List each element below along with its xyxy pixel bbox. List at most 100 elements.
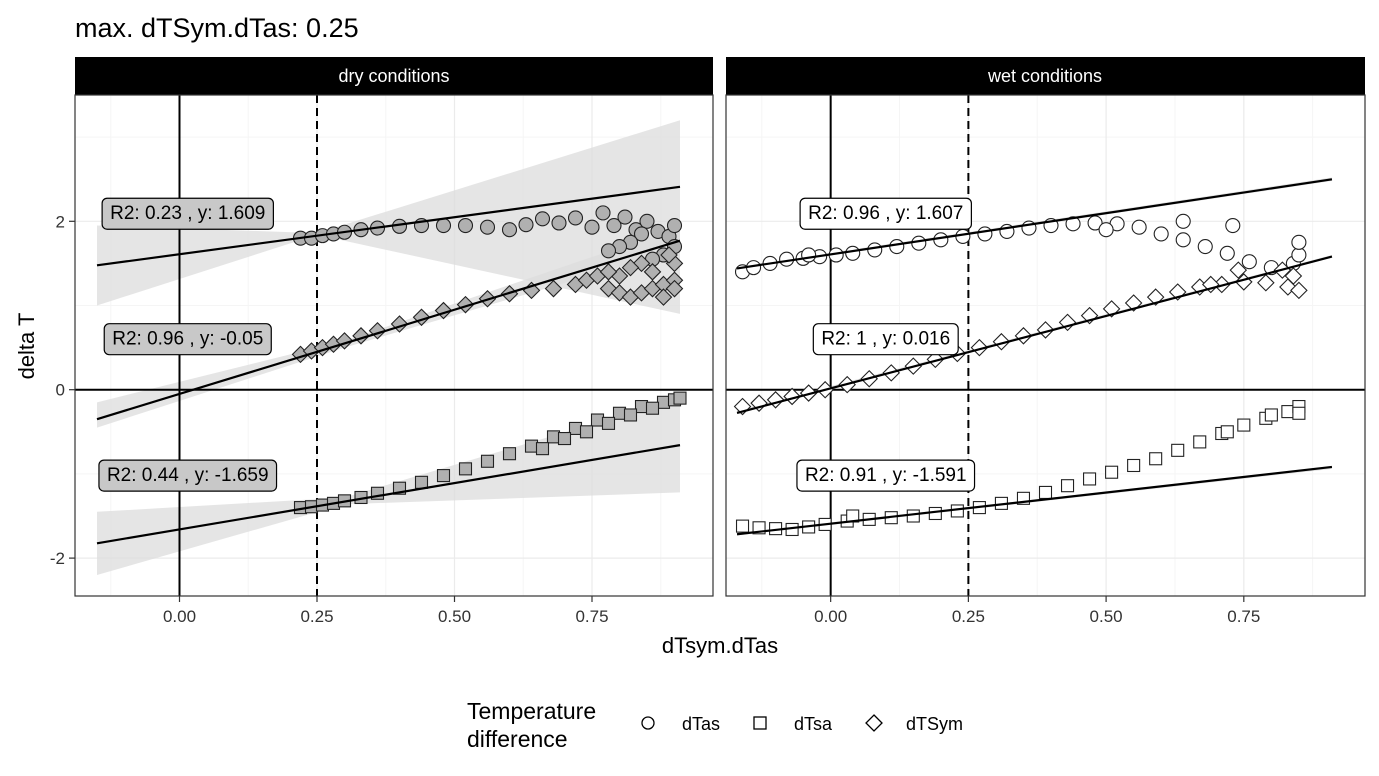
point-dtas (1241, 254, 1257, 270)
point-dtsa (524, 439, 539, 453)
point-dtas (1098, 222, 1114, 238)
point-dtsa (1105, 465, 1119, 479)
point-dtas (977, 226, 993, 242)
point-dtas (845, 245, 861, 261)
point-dtsa (623, 408, 638, 422)
point-dtsym (1257, 273, 1275, 292)
point-dtas (435, 217, 452, 234)
legend-diamond-icon (865, 714, 883, 732)
point-dtas (1225, 217, 1241, 234)
fit-line-dtsa (96, 444, 681, 545)
legend-square-icon (753, 716, 767, 730)
x-tick-label: 0.25 (300, 607, 333, 626)
point-dtas (1219, 245, 1235, 261)
point-dtsa (568, 421, 583, 435)
point-dtsym (660, 246, 678, 264)
y-tick-label: 2 (56, 212, 65, 231)
y-axis: -2 0 2 (50, 212, 75, 568)
point-dtas (567, 210, 584, 226)
r2-label: R2: 0.23 , y: 1.609 (101, 197, 274, 230)
point-dtas (584, 219, 600, 235)
point-dtsa (546, 430, 561, 444)
point-dtsa (480, 454, 495, 468)
x-axis-wet: 0.00 0.25 0.50 0.75 (814, 596, 1260, 626)
point-dtas (1197, 239, 1213, 255)
point-dtsym (1290, 281, 1308, 300)
point-dtas (666, 217, 683, 234)
point-dtas (551, 215, 567, 231)
panel-dry-data (75, 95, 713, 596)
r2-label-box (812, 323, 959, 356)
ribbon-dtsym-dry (97, 227, 680, 428)
panel-wet-strip (726, 57, 1365, 95)
y-axis-title: delta T (14, 313, 39, 380)
point-dtsa (1281, 405, 1295, 419)
r2-label-text: R2: 0.23 , y: 1.609 (110, 203, 265, 224)
point-dtsa (414, 475, 429, 489)
y-tick-label: 0 (56, 381, 65, 400)
point-dtsa (1193, 435, 1207, 449)
r2-label-box (799, 197, 972, 230)
r2-label-box (103, 323, 272, 356)
legend-label-dtsym: dTSym (906, 714, 963, 734)
point-dtsa (1264, 408, 1278, 422)
point-dtsa (1237, 418, 1251, 432)
point-dtas (801, 247, 817, 263)
legend-label-dtas: dTas (682, 714, 720, 734)
point-dtas (518, 217, 534, 233)
y-tick-label: -2 (50, 549, 65, 568)
point-dtas (889, 239, 905, 255)
point-dtsa (535, 442, 550, 456)
point-dtsa (928, 506, 942, 521)
r2-label: R2: 0.96 , y: 1.607 (799, 197, 972, 230)
point-dtas (1087, 215, 1103, 231)
point-dtsym (1229, 261, 1248, 279)
r2-label: R2: 0.91 , y: -1.591 (796, 459, 976, 492)
panel-wet-border (725, 94, 1366, 597)
point-dtsym (992, 332, 1011, 351)
r2-label-text: R2: 0.44 , y: -1.659 (107, 465, 269, 486)
panel-wet-data (726, 95, 1365, 596)
point-dtas (633, 226, 650, 242)
point-dtsa (1060, 479, 1075, 493)
point-dtsa (1220, 425, 1234, 439)
point-dtas (639, 213, 655, 229)
point-dtsym (654, 288, 673, 306)
x-axis-title: dTsym.dTas (662, 633, 778, 658)
panel-wet-annotations: R2: 0.96 , y: 1.607 R2: 1 , y: 0.016 R2: 0… (796, 197, 976, 492)
r2-label-box (98, 459, 278, 492)
panel-dry-border (74, 94, 714, 597)
legend-circle-icon (641, 716, 655, 730)
legend: Temperature difference dTas dTsa dTSym (467, 698, 963, 752)
point-dtsa (906, 509, 920, 523)
point-dtsa (634, 399, 649, 414)
point-dtas (606, 217, 622, 234)
point-dtsym (1284, 267, 1303, 285)
point-dtas (911, 235, 927, 251)
r2-label: R2: 1 , y: 0.016 (812, 323, 959, 356)
x-tick-label: 0.25 (952, 607, 985, 626)
point-dtsym (970, 338, 989, 357)
point-dtas (1153, 226, 1169, 242)
ribbon-dtas-dry (97, 120, 680, 314)
point-dtsym (643, 263, 662, 281)
point-dtsym (665, 279, 684, 298)
fit-line-dtsa (736, 465, 1333, 536)
r2-label-box (796, 459, 976, 492)
point-dtsa (645, 401, 660, 415)
point-dtas (867, 242, 883, 258)
fit-line-dtsym (96, 239, 681, 421)
point-dtas (457, 217, 474, 234)
x-axis-dry: 0.00 0.25 0.50 0.75 (163, 596, 609, 626)
point-dtsa (656, 395, 671, 409)
r2-label-text: R2: 1 , y: 0.016 (821, 329, 950, 350)
point-dtas (933, 232, 949, 248)
panel-dry-strip (75, 57, 713, 95)
point-dtas (955, 228, 971, 245)
point-dtsym (926, 350, 945, 369)
point-dtsa (1038, 485, 1053, 499)
r2-label-box (101, 197, 274, 230)
r2-label: R2: 0.96 , y: -0.05 (103, 323, 272, 356)
